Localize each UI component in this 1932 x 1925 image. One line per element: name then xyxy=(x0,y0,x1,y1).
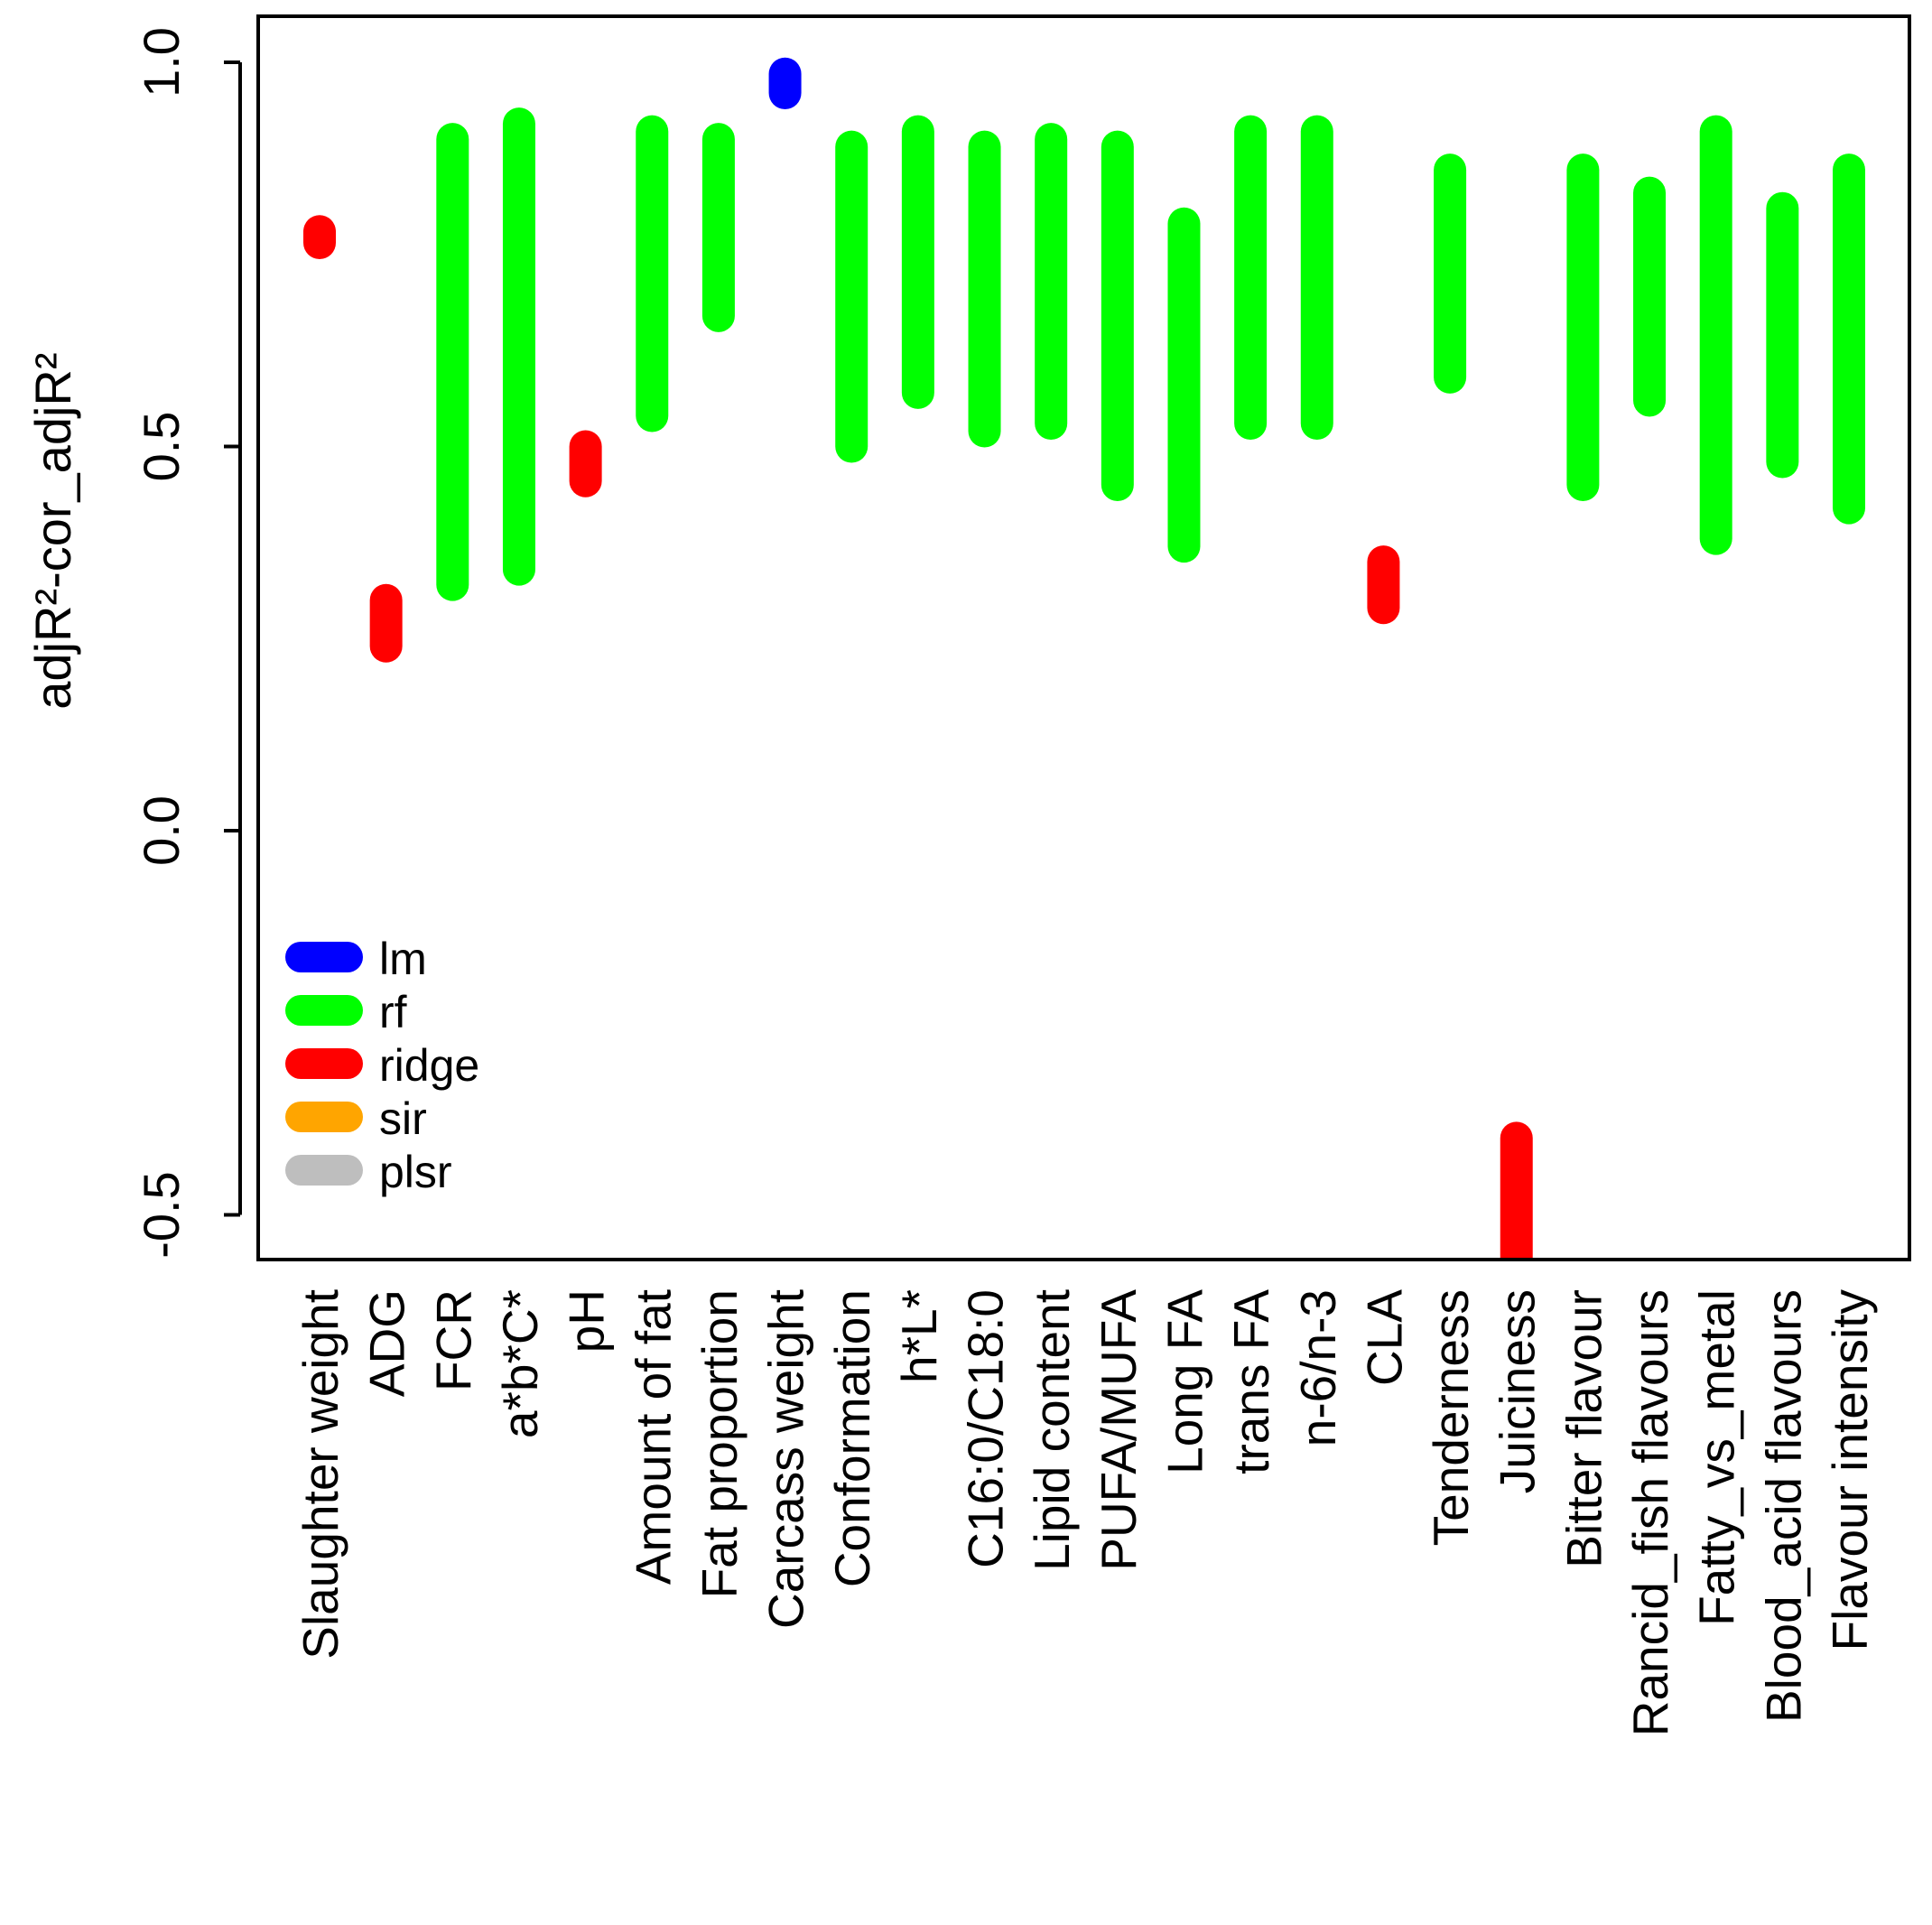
x-label-juiciness: Juiciness xyxy=(1490,1289,1546,1493)
legend-label-lm: lm xyxy=(379,934,427,984)
x-label-long-fa: Long FA xyxy=(1156,1289,1212,1474)
legend-swatch-plsr xyxy=(285,1155,363,1186)
bar-rf-fcr xyxy=(436,123,469,601)
legend-label-rf: rf xyxy=(379,987,407,1037)
x-label-h-l: h*L* xyxy=(891,1289,947,1383)
bar-rf-n-6-n-3 xyxy=(1300,115,1333,440)
legend-label-plsr: plsr xyxy=(379,1147,452,1197)
bar-rf-amount-of-fat xyxy=(636,115,669,432)
x-label-fcr: FCR xyxy=(425,1289,481,1391)
y-tick-label: 0.5 xyxy=(133,412,190,482)
bar-ridge-ph xyxy=(569,430,602,498)
x-label-amount-of-fat: Amount of fat xyxy=(625,1289,681,1585)
legend-swatch-rf xyxy=(285,995,363,1026)
x-label-blood-acid-flavours: Blood_acid flavours xyxy=(1755,1289,1811,1723)
y-tick-label: -0.5 xyxy=(133,1171,190,1259)
bar-rf-bitter-flavour xyxy=(1566,153,1600,502)
bar-rf-rancid-fish-flavours xyxy=(1633,176,1667,417)
legend-swatch-ridge xyxy=(285,1048,363,1079)
x-label-c16-0-c18-0: C16:0/C18:0 xyxy=(958,1289,1014,1568)
bar-ridge-slaughter-weight xyxy=(303,215,336,259)
legend-swatch-lm xyxy=(285,942,363,972)
x-label-conformation: Conformation xyxy=(824,1289,880,1587)
bar-rf-lipid-content xyxy=(1035,123,1068,440)
x-label-trans-fa: trans FA xyxy=(1223,1289,1279,1474)
bar-rf-trans-fa xyxy=(1234,115,1268,440)
bar-rf-fat-proportion xyxy=(701,123,735,332)
x-label-pufa-mufa: PUFA/MUFA xyxy=(1091,1289,1147,1571)
bar-ridge-adg xyxy=(369,583,403,663)
x-label-carcass-weight: Carcass weight xyxy=(758,1289,814,1629)
bar-rf-tenderness xyxy=(1434,153,1467,394)
bar-ridge-juiciness xyxy=(1500,1121,1533,1260)
x-label-n-6-n-3: n-6/n-3 xyxy=(1290,1289,1346,1446)
bar-rf-pufa-mufa xyxy=(1101,130,1134,502)
bar-rf-a-b-c xyxy=(502,107,535,586)
bar-rf-h-l xyxy=(901,115,934,409)
bar-rf-blood-acid-flavours xyxy=(1766,191,1799,479)
x-label-a-b-c: a*b*C* xyxy=(492,1289,548,1438)
x-label-flavour-intensity: Flavour intensity xyxy=(1822,1289,1878,1651)
bar-rf-fatty-vs-metal xyxy=(1699,115,1732,555)
legend-label-sir: sir xyxy=(379,1093,427,1144)
x-axis-labels: Slaughter weight ADG FCR a*b*C* pH Amount of … xyxy=(293,1289,1878,1737)
x-label-lipid-content: Lipid content xyxy=(1024,1289,1080,1571)
y-tick-label: 1.0 xyxy=(133,27,190,98)
x-label-fat-proportion: Fat proportion xyxy=(692,1289,748,1598)
x-label-rancid-fish-flavours: Rancid_fish flavours xyxy=(1622,1289,1678,1736)
y-axis-label: adjR²-cor_adjR² xyxy=(24,352,81,709)
x-label-adg: ADG xyxy=(359,1289,415,1397)
bar-lm-carcass-weight xyxy=(768,57,802,110)
x-label-tenderness: Tenderness xyxy=(1423,1289,1479,1546)
bar-ridge-cla xyxy=(1367,545,1400,625)
x-label-ph: pH xyxy=(559,1289,615,1353)
legend-label-ridge: ridge xyxy=(379,1040,479,1091)
y-tick-label: 0.0 xyxy=(133,795,190,866)
x-label-fatty-vs-metal: Fatty_vs_metal xyxy=(1689,1289,1745,1626)
y-axis: -0.5 0.0 0.5 1.0 xyxy=(133,27,242,1259)
x-label-cla: CLA xyxy=(1356,1289,1412,1386)
bar-rf-c16-0-c18-0 xyxy=(968,130,1001,448)
bar-rf-long-fa xyxy=(1167,207,1201,563)
bars-layer xyxy=(303,57,1865,1260)
plot-frame xyxy=(256,14,1911,1261)
x-label-slaughter-weight: Slaughter weight xyxy=(293,1289,348,1660)
x-label-bitter-flavour: Bitter flavour xyxy=(1556,1289,1612,1568)
legend-swatch-sir xyxy=(285,1102,363,1132)
bar-rf-flavour-intensity xyxy=(1833,153,1865,525)
bar-rf-conformation xyxy=(835,130,868,463)
